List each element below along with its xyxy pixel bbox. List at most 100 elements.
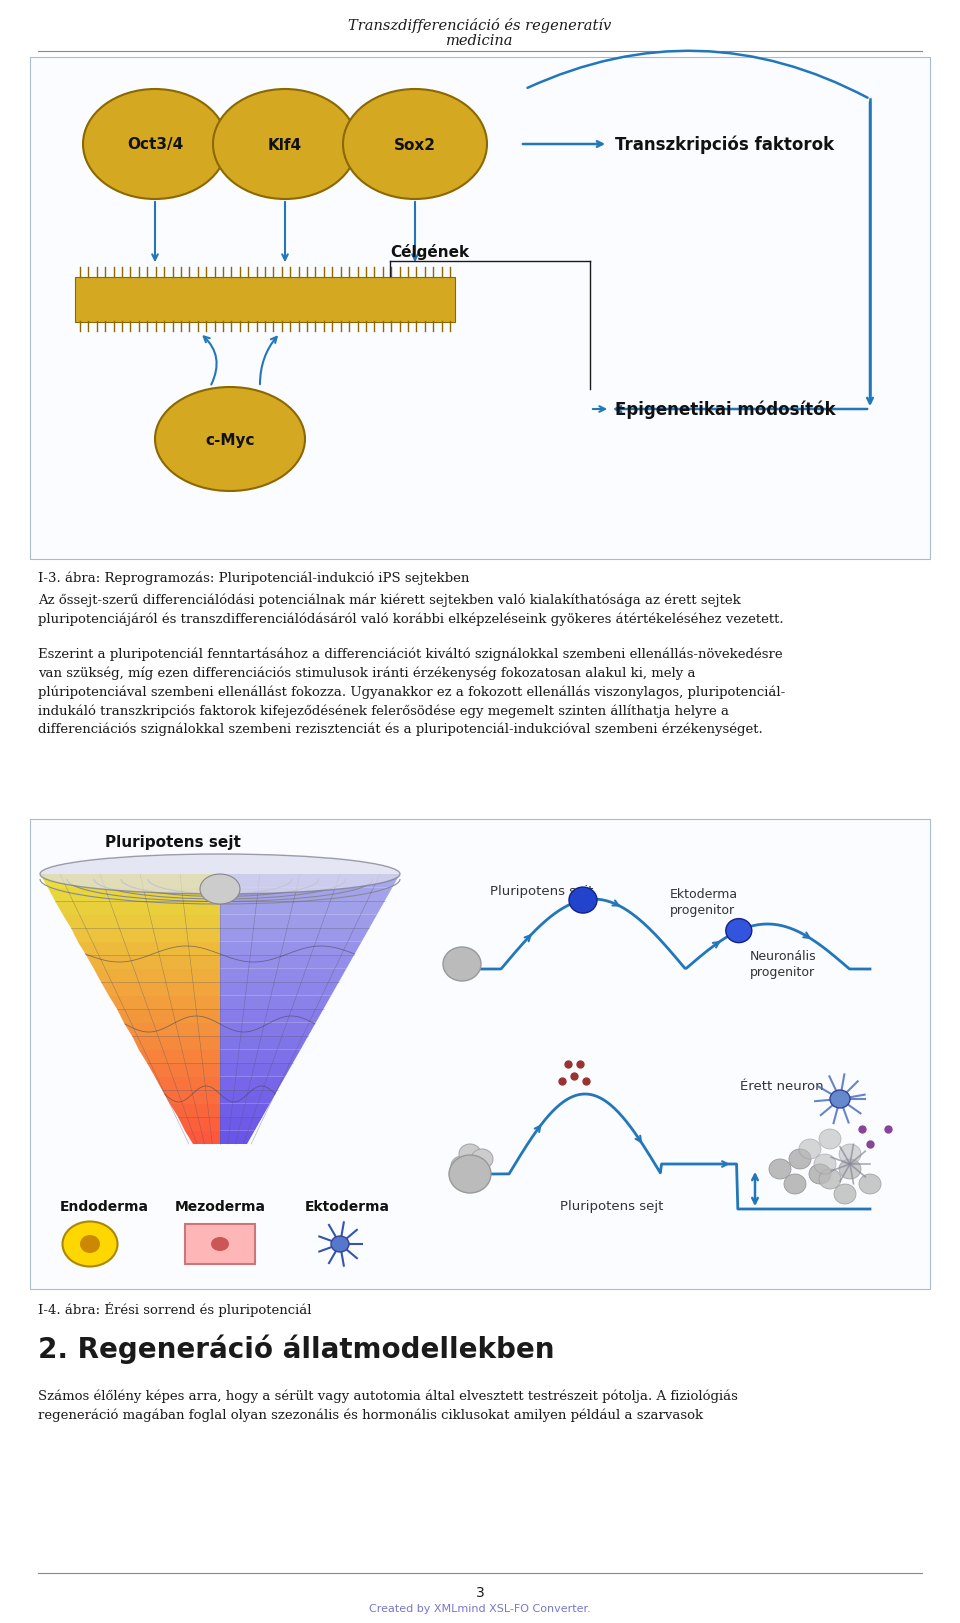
- Bar: [75, 278, 455, 323]
- Ellipse shape: [213, 89, 357, 200]
- Ellipse shape: [819, 1130, 841, 1149]
- Text: Eszerint a pluripotenciál fenntartásához a differenciációt kiváltó szignálokkal : Eszerint a pluripotenciál fenntartásához…: [38, 648, 785, 737]
- Text: Oct3/4: Oct3/4: [127, 138, 183, 153]
- Ellipse shape: [789, 1149, 811, 1169]
- Polygon shape: [220, 928, 370, 941]
- Ellipse shape: [569, 888, 597, 914]
- Text: Transzdifferenciáció és regeneratív: Transzdifferenciáció és regeneratív: [348, 18, 612, 32]
- Ellipse shape: [40, 854, 400, 894]
- Text: Klf4: Klf4: [268, 138, 302, 153]
- Polygon shape: [139, 1050, 220, 1063]
- Polygon shape: [220, 1037, 308, 1050]
- Polygon shape: [220, 1104, 270, 1117]
- Polygon shape: [101, 982, 220, 997]
- Polygon shape: [220, 982, 339, 997]
- Text: I-4. ábra: Érési sorrend és pluripotenciál: I-4. ábra: Érési sorrend és pluripotenci…: [38, 1302, 311, 1316]
- Polygon shape: [220, 1022, 316, 1037]
- Text: Érett neuron: Érett neuron: [740, 1079, 824, 1092]
- Ellipse shape: [80, 1235, 100, 1253]
- Ellipse shape: [839, 1159, 861, 1180]
- Text: Ektoderma: Ektoderma: [305, 1199, 390, 1214]
- Text: Ektoderma
progenitor: Ektoderma progenitor: [670, 888, 738, 917]
- Ellipse shape: [809, 1164, 831, 1185]
- Polygon shape: [220, 1131, 254, 1144]
- Polygon shape: [220, 915, 377, 928]
- Ellipse shape: [834, 1185, 856, 1204]
- Polygon shape: [220, 1076, 285, 1091]
- Bar: [30, 820, 930, 1289]
- Text: Pluripotens sejt: Pluripotens sejt: [490, 885, 593, 898]
- Bar: [30, 58, 930, 560]
- Text: Pluripotens sejt: Pluripotens sejt: [105, 834, 241, 849]
- Text: Transzkripciós faktorok: Transzkripciós faktorok: [615, 136, 834, 154]
- Text: Endoderma: Endoderma: [60, 1199, 149, 1214]
- Polygon shape: [108, 997, 220, 1010]
- Polygon shape: [220, 1117, 262, 1131]
- Polygon shape: [220, 997, 331, 1010]
- Text: c-Myc: c-Myc: [205, 432, 254, 448]
- Ellipse shape: [200, 875, 240, 904]
- Ellipse shape: [451, 1156, 473, 1177]
- Polygon shape: [85, 956, 220, 969]
- Ellipse shape: [155, 388, 305, 492]
- Polygon shape: [220, 941, 362, 956]
- Polygon shape: [220, 1091, 277, 1104]
- Polygon shape: [185, 1131, 220, 1144]
- Ellipse shape: [467, 1154, 489, 1175]
- Ellipse shape: [449, 1156, 491, 1193]
- Polygon shape: [79, 941, 220, 956]
- Polygon shape: [147, 1063, 220, 1076]
- Ellipse shape: [331, 1237, 349, 1253]
- Text: 3: 3: [475, 1586, 485, 1599]
- Text: Created by XMLmind XSL-FO Converter.: Created by XMLmind XSL-FO Converter.: [370, 1604, 590, 1613]
- Polygon shape: [220, 1063, 293, 1076]
- Polygon shape: [116, 1010, 220, 1022]
- Ellipse shape: [799, 1139, 821, 1159]
- Polygon shape: [220, 875, 400, 888]
- Polygon shape: [155, 1076, 220, 1091]
- Polygon shape: [220, 901, 385, 915]
- Ellipse shape: [830, 1091, 850, 1109]
- Text: 2. Regeneráció állatmodellekben: 2. Regeneráció állatmodellekben: [38, 1334, 555, 1363]
- Polygon shape: [178, 1117, 220, 1131]
- Polygon shape: [124, 1022, 220, 1037]
- Polygon shape: [220, 888, 393, 901]
- Ellipse shape: [769, 1159, 791, 1180]
- Ellipse shape: [459, 1144, 481, 1164]
- Text: medicina: medicina: [446, 34, 514, 49]
- Text: Célgének: Célgének: [390, 243, 469, 260]
- Ellipse shape: [211, 1237, 229, 1251]
- Text: Mezoderma: Mezoderma: [175, 1199, 266, 1214]
- Polygon shape: [220, 1050, 300, 1063]
- Polygon shape: [48, 888, 220, 901]
- Text: Neuronális
progenitor: Neuronális progenitor: [750, 949, 817, 979]
- Ellipse shape: [83, 89, 227, 200]
- Polygon shape: [40, 875, 220, 888]
- Polygon shape: [63, 915, 220, 928]
- Ellipse shape: [62, 1222, 117, 1266]
- Ellipse shape: [471, 1149, 493, 1169]
- Text: Sox2: Sox2: [394, 138, 436, 153]
- Polygon shape: [56, 901, 220, 915]
- Ellipse shape: [784, 1175, 806, 1195]
- Polygon shape: [220, 969, 347, 982]
- Polygon shape: [71, 928, 220, 941]
- Polygon shape: [220, 956, 354, 969]
- Text: Epigenetikai módosítók: Epigenetikai módosítók: [615, 401, 835, 419]
- Bar: [185, 1224, 255, 1264]
- Text: Pluripotens sejt: Pluripotens sejt: [560, 1199, 663, 1212]
- Polygon shape: [170, 1104, 220, 1117]
- Ellipse shape: [726, 919, 752, 943]
- Text: I-3. ábra: Reprogramozás: Pluripotenciál-indukció iPS sejtekben: I-3. ábra: Reprogramozás: Pluripotenciál…: [38, 571, 469, 586]
- Ellipse shape: [343, 89, 487, 200]
- Ellipse shape: [443, 948, 481, 982]
- Polygon shape: [220, 1010, 324, 1022]
- Polygon shape: [162, 1091, 220, 1104]
- Polygon shape: [132, 1037, 220, 1050]
- Text: Az őssejt-szerű differenciálódási potenciálnak már kiérett sejtekben való kialak: Az őssejt-szerű differenciálódási potenc…: [38, 594, 783, 626]
- Ellipse shape: [819, 1169, 841, 1190]
- Ellipse shape: [839, 1144, 861, 1164]
- Text: Számos élőlény képes arra, hogy a sérült vagy autotomia által elvesztett testrés: Számos élőlény képes arra, hogy a sérült…: [38, 1389, 738, 1422]
- Polygon shape: [93, 969, 220, 982]
- Ellipse shape: [859, 1175, 881, 1195]
